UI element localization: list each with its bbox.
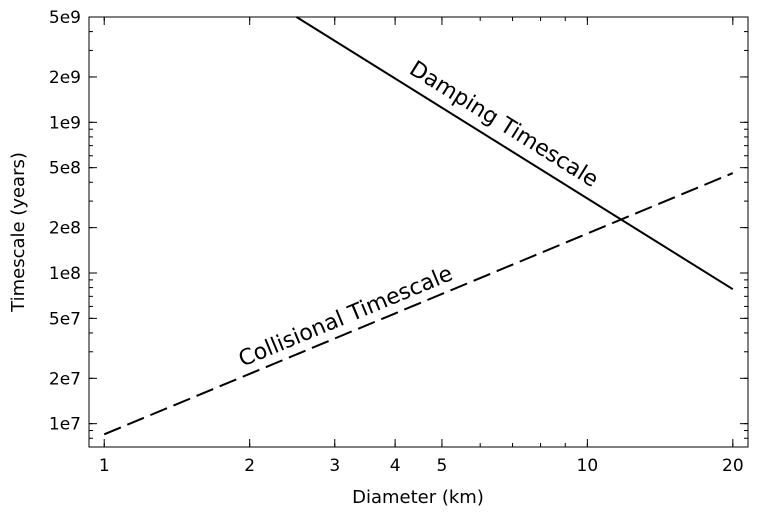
- y-tick-label: 2e8: [49, 219, 81, 239]
- x-tick-label: 4: [390, 456, 401, 476]
- damping-timescale-line: [295, 16, 734, 291]
- series-layer: [103, 16, 734, 436]
- y-tick-label: 5e8: [49, 159, 81, 179]
- plot-frame: [88, 16, 749, 448]
- x-tick-label: 10: [577, 456, 599, 476]
- x-tick-label: 3: [329, 456, 340, 476]
- y-tick-label: 1e9: [49, 113, 81, 133]
- y-tick-label: 2e7: [49, 369, 81, 389]
- y-axis-title: Timescale (years): [8, 152, 29, 313]
- x-tick-label: 2: [244, 456, 255, 476]
- x-tick-label: 5: [437, 456, 448, 476]
- y-tick-label: 1e7: [49, 415, 81, 435]
- y-tick-labels: 1e7 2e7 5e7 1e8 2e8 5e8 1e9 2e9 5e9: [49, 8, 81, 435]
- damping-series-label: Damping Timescale: [405, 56, 603, 192]
- collisional-series-label: Collisional Timescale: [235, 261, 456, 372]
- x-axis-title: Diameter (km): [352, 487, 484, 508]
- collisional-timescale-line: [103, 172, 734, 436]
- x-tick-label: 1: [99, 456, 110, 476]
- y-axis: [89, 16, 748, 448]
- x-tick-label: 20: [722, 456, 744, 476]
- x-tick-labels: 1 2 3 4 5 10 20: [99, 456, 744, 476]
- y-tick-label: 1e8: [49, 264, 81, 284]
- y-tick-label: 5e7: [49, 309, 81, 329]
- x-axis: [103, 17, 734, 447]
- y-tick-label: 5e9: [49, 8, 81, 28]
- y-tick-label: 2e9: [49, 68, 81, 88]
